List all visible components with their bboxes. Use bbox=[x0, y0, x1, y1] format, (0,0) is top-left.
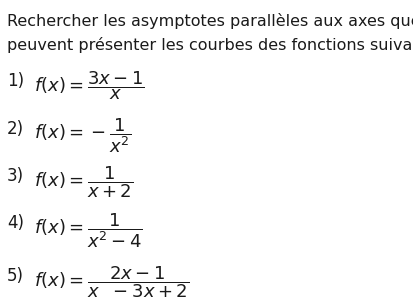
Text: $f(x)=\dfrac{1}{x^2-4}$: $f(x)=\dfrac{1}{x^2-4}$ bbox=[34, 211, 143, 250]
Text: $f(x)=-\dfrac{1}{x^2}$: $f(x)=-\dfrac{1}{x^2}$ bbox=[34, 117, 131, 156]
Text: peuvent présenter les courbes des fonctions suivantes :: peuvent présenter les courbes des foncti… bbox=[7, 37, 413, 53]
Text: 4): 4) bbox=[7, 214, 24, 232]
Text: 3): 3) bbox=[7, 167, 24, 185]
Text: $f(x)=\dfrac{3x-1}{x}$: $f(x)=\dfrac{3x-1}{x}$ bbox=[34, 69, 145, 102]
Text: 1): 1) bbox=[7, 72, 24, 90]
Text: $f(x)=\dfrac{2x-1}{x\ \ -3x+2}$: $f(x)=\dfrac{2x-1}{x\ \ -3x+2}$ bbox=[34, 265, 190, 300]
Text: 2): 2) bbox=[7, 120, 24, 138]
Text: Rechercher les asymptotes parallèles aux axes que: Rechercher les asymptotes parallèles aux… bbox=[7, 13, 413, 29]
Text: 5): 5) bbox=[7, 267, 24, 286]
Text: $f(x)=\dfrac{1}{x+2}$: $f(x)=\dfrac{1}{x+2}$ bbox=[34, 164, 133, 200]
